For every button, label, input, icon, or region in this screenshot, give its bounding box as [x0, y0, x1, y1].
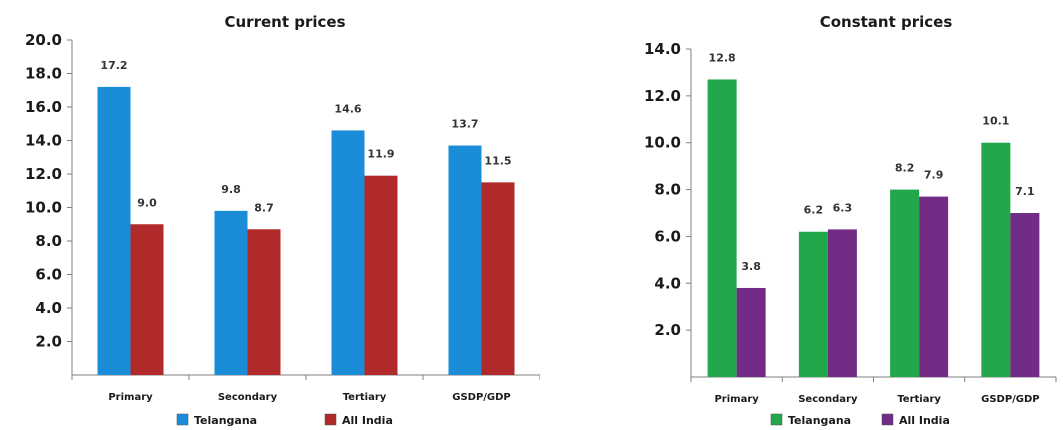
data-label: 14.6	[334, 102, 361, 115]
x-tick-label: GSDP/GDP	[981, 394, 1040, 405]
legend-swatch	[176, 413, 189, 426]
data-label: 9.0	[137, 196, 157, 209]
x-tick-label: GSDP/GDP	[452, 392, 511, 403]
data-label: 13.7	[451, 118, 478, 131]
y-tick-label: 2.0	[35, 333, 62, 351]
legend-label: Telangana	[788, 414, 851, 427]
x-tick-label: Secondary	[798, 394, 858, 405]
y-tick-label: 4.0	[35, 299, 62, 317]
x-tick-label: Primary	[714, 394, 759, 405]
data-label: 9.8	[221, 183, 241, 196]
data-label: 8.2	[895, 162, 915, 175]
y-tick-label: 10.0	[25, 199, 62, 217]
x-tick-label: Primary	[108, 392, 153, 403]
bar-telangana-secondary	[214, 210, 248, 375]
chart-title: Constant prices	[820, 13, 953, 31]
bar-telangana-gsdp-gdp	[981, 142, 1011, 377]
bar-all-india-gsdp-gdp	[481, 182, 515, 375]
constant-prices-chart: Constant prices 2.0 4.0 6.0 8.0 10.0 12.0 14.0 1…	[600, 0, 1063, 430]
legend-swatch	[770, 413, 783, 426]
data-label: 17.2	[100, 59, 127, 72]
x-tick-label: Secondary	[218, 392, 278, 403]
legend-label: Telangana	[194, 414, 257, 427]
y-tick-label: 4.0	[654, 274, 681, 292]
y-tick-label: 6.0	[654, 227, 681, 245]
y-tick-label: 6.0	[35, 266, 62, 284]
current-prices-chart: Current prices 2.0 4.0 6.0 8.0 10.0 12.0 14.0 16…	[25, 13, 540, 427]
y-tick-label: 20.0	[25, 31, 62, 49]
y-tick-label: 16.0	[25, 98, 62, 116]
y-tick-label: 10.0	[644, 134, 681, 152]
bar-all-india-primary	[130, 224, 164, 375]
y-tick-label: 8.0	[654, 181, 681, 199]
bar-telangana-primary	[97, 86, 131, 376]
data-label: 8.7	[254, 201, 274, 214]
bar-all-india-primary	[736, 287, 766, 377]
chart-title: Current prices	[225, 13, 346, 31]
y-tick-label: 14.0	[25, 132, 62, 150]
data-label: 6.3	[833, 201, 853, 214]
bar-all-india-secondary	[827, 229, 857, 377]
y-tick-label: 8.0	[35, 232, 62, 250]
y-tick-label: 2.0	[654, 321, 681, 339]
x-tick-label: Tertiary	[343, 392, 387, 403]
bar-telangana-secondary	[798, 231, 828, 377]
bar-telangana-tertiary	[890, 189, 920, 377]
bar-all-india-tertiary	[364, 175, 398, 375]
bar-telangana-gsdp-gdp	[448, 145, 482, 375]
bar-all-india-tertiary	[919, 196, 949, 377]
data-label: 12.8	[709, 51, 736, 64]
x-tick-label: Tertiary	[897, 394, 941, 405]
bar-telangana-primary	[707, 79, 737, 377]
y-tick-label: 14.0	[644, 40, 681, 58]
bar-telangana-tertiary	[331, 130, 365, 375]
bar-all-india-secondary	[247, 229, 281, 375]
bar-all-india-gsdp-gdp	[1010, 213, 1040, 377]
y-tick-label: 12.0	[644, 87, 681, 105]
constant-prices-svg: Constant prices 2.0 4.0 6.0 8.0 10.0 12.0 14.0 1…	[644, 13, 1057, 427]
data-label: 3.8	[741, 260, 761, 273]
current-prices-svg: Current prices 2.0 4.0 6.0 8.0 10.0 12.0 14.0 16…	[25, 13, 540, 427]
legend-label: All India	[899, 414, 950, 427]
data-label: 11.9	[367, 148, 394, 161]
y-tick-label: 18.0	[25, 65, 62, 83]
legend-swatch	[324, 413, 337, 426]
data-label: 11.5	[484, 154, 511, 167]
legend-label: All India	[342, 414, 393, 427]
data-label: 7.1	[1015, 185, 1035, 198]
legend-swatch	[881, 413, 894, 426]
y-tick-label: 12.0	[25, 165, 62, 183]
data-label: 6.2	[804, 204, 824, 217]
data-label: 7.9	[924, 169, 944, 182]
data-label: 10.1	[982, 115, 1009, 128]
